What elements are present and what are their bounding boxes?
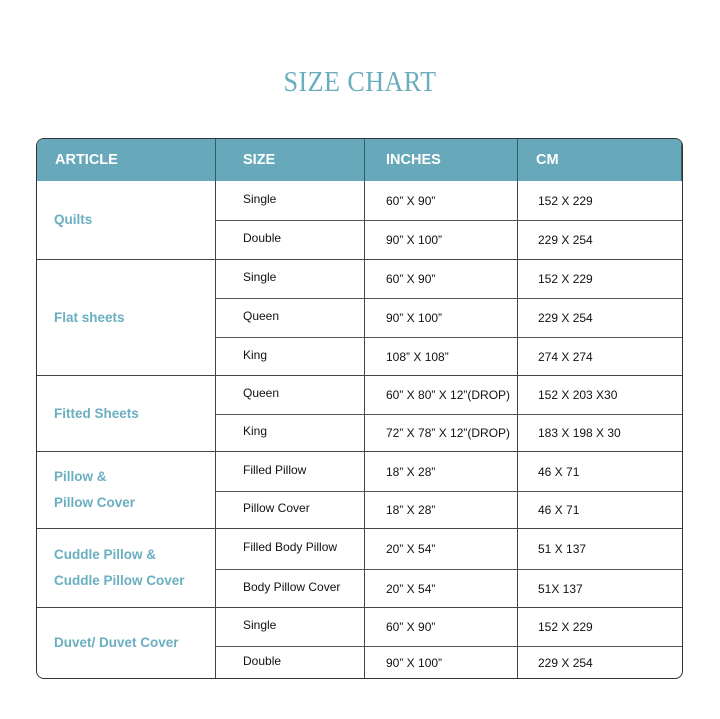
size-chart-table: ARTICLE SIZE INCHES CM Quilts Single 60” X… xyxy=(36,138,683,679)
cm-cell: 183 X 198 X 30 xyxy=(518,414,682,451)
size-cell: Single xyxy=(216,607,365,646)
cm-cell: 229 X 254 xyxy=(518,298,682,337)
size-cell: Pillow Cover xyxy=(216,491,365,528)
cm-cell: 152 X 229 xyxy=(518,259,682,298)
size-cell: Double xyxy=(216,220,365,259)
size-cell: Single xyxy=(216,181,365,220)
cm-cell: 152 X 229 xyxy=(538,193,593,208)
cm-cell: 274 X 274 xyxy=(518,337,682,375)
size-cell: Queen xyxy=(216,298,365,337)
inches-cell: 60” X 90” xyxy=(365,607,518,646)
header-size: SIZE xyxy=(216,139,365,181)
article-cell: Flat sheets xyxy=(37,259,216,375)
inches-cell: 60” X 90” xyxy=(365,259,518,298)
article-cell: Pillow & Pillow Cover xyxy=(37,451,216,528)
size-cell: Single xyxy=(216,259,365,298)
inches-cell: 90” X 100” xyxy=(365,298,518,337)
cm-cell: 152 X 203 X30 xyxy=(518,375,682,414)
inches-cell: 18” X 28” xyxy=(365,491,518,528)
size-cell: Double xyxy=(216,646,365,678)
size-cell: Filled Pillow xyxy=(216,451,365,491)
cm-cell: 229 X 254 xyxy=(518,220,682,259)
article-label: Flat sheets xyxy=(54,309,125,325)
inches-cell: 20” X 54” xyxy=(365,569,518,607)
size-cell: Filled Body Pillow xyxy=(216,528,365,569)
cm-cell: 229 X 254 xyxy=(518,646,682,678)
article-cell: Quilts xyxy=(37,181,216,259)
cm-cell: 152 X 229 xyxy=(518,607,682,646)
size-cell: King xyxy=(216,337,365,375)
cm-cell: 51 X 137 xyxy=(518,528,682,569)
article-label: Pillow Cover xyxy=(54,495,136,510)
header-inches: INCHES xyxy=(365,139,518,181)
article-label: Fitted Sheets xyxy=(54,405,139,421)
size-cell: Body Pillow Cover xyxy=(216,569,365,607)
inches-cell: 90” X 100” xyxy=(365,646,518,678)
cm-cell: 46 X 71 xyxy=(518,451,682,491)
article-label: Cuddle Pillow Cover xyxy=(54,573,185,588)
article-label: Pillow & xyxy=(54,469,107,484)
inches-cell: 18” X 28” xyxy=(365,451,518,491)
inches-cell: 60” X 80” X 12”(DROP) xyxy=(365,375,518,414)
article-label: Duvet/ Duvet Cover xyxy=(54,635,179,650)
article-cell: Duvet/ Duvet Cover xyxy=(37,607,216,678)
inches-cell: 72” X 78” X 12”(DROP) xyxy=(365,414,518,451)
size-cell: Queen xyxy=(216,375,365,414)
inches-cell: 108” X 108” xyxy=(365,337,518,375)
article-label: Cuddle Pillow & xyxy=(54,547,157,562)
size-cell: King xyxy=(216,414,365,451)
header-cm: CM xyxy=(518,139,682,181)
header-article: ARTICLE xyxy=(37,139,216,181)
article-label: Quilts xyxy=(54,212,93,227)
cm-cell: 51X 137 xyxy=(518,569,682,607)
article-cell: Fitted Sheets xyxy=(37,375,216,451)
page-title: SIZE CHART xyxy=(283,66,437,98)
article-cell: Cuddle Pillow & Cuddle Pillow Cover xyxy=(37,528,216,607)
inches-cell: 20” X 54” xyxy=(365,528,518,569)
inches-cell: 60” X 90” xyxy=(365,181,518,220)
cm-cell: 46 X 71 xyxy=(518,491,682,528)
inches-cell: 90” X 100” xyxy=(365,220,518,259)
